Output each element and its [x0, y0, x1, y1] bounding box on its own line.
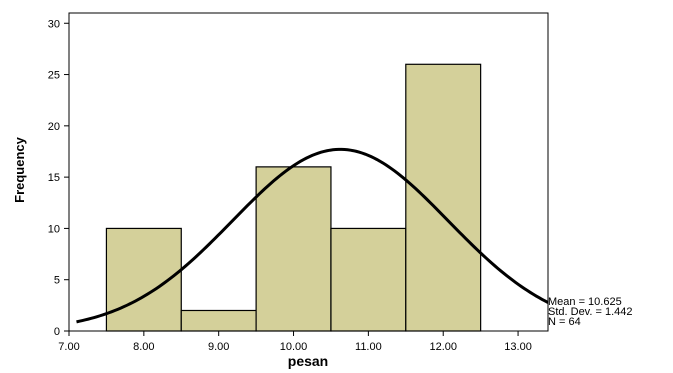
histogram-bar-4 — [330, 227, 407, 332]
x-tick-label: 7.00 — [58, 341, 79, 353]
statistics-legend: Mean = 10.625 Std. Dev. = 1.442 N = 64 — [548, 296, 633, 328]
y-axis-title: Frequency — [12, 136, 27, 203]
y-tick-label: 30 — [48, 18, 60, 30]
y-tick-label: 20 — [48, 121, 60, 133]
x-tick-label: 11.00 — [355, 341, 382, 353]
y-tick-label: 10 — [48, 223, 60, 235]
y-tick-label: 0 — [54, 326, 60, 338]
x-tick-label: 12.00 — [429, 341, 457, 353]
stat-mean: Mean = 10.625 — [548, 296, 622, 308]
y-tick-label: 5 — [54, 275, 60, 287]
histogram-bar-3 — [255, 166, 332, 332]
x-axis-title: pesan — [288, 353, 328, 369]
y-tick-label: 25 — [48, 70, 60, 82]
x-tick-label: 8.00 — [133, 341, 154, 353]
histogram-bar-5 — [405, 63, 482, 332]
normal-curve — [76, 147, 549, 324]
histogram-bars — [105, 63, 482, 332]
x-axis: 7.00 8.00 9.00 10.00 11.00 12.00 13.00 — [58, 331, 532, 353]
stat-n: N = 64 — [548, 316, 581, 328]
plot-frame — [68, 12, 549, 332]
x-tick-label: 9.00 — [208, 341, 229, 353]
histogram-bar-2 — [180, 309, 257, 332]
stat-std-dev: Std. Dev. = 1.442 — [548, 306, 633, 318]
x-tick-label: 13.00 — [504, 341, 532, 353]
y-axis: 0 5 10 15 20 25 30 — [48, 18, 69, 338]
y-tick-label: 15 — [48, 172, 60, 184]
x-tick-label: 10.00 — [280, 341, 308, 353]
